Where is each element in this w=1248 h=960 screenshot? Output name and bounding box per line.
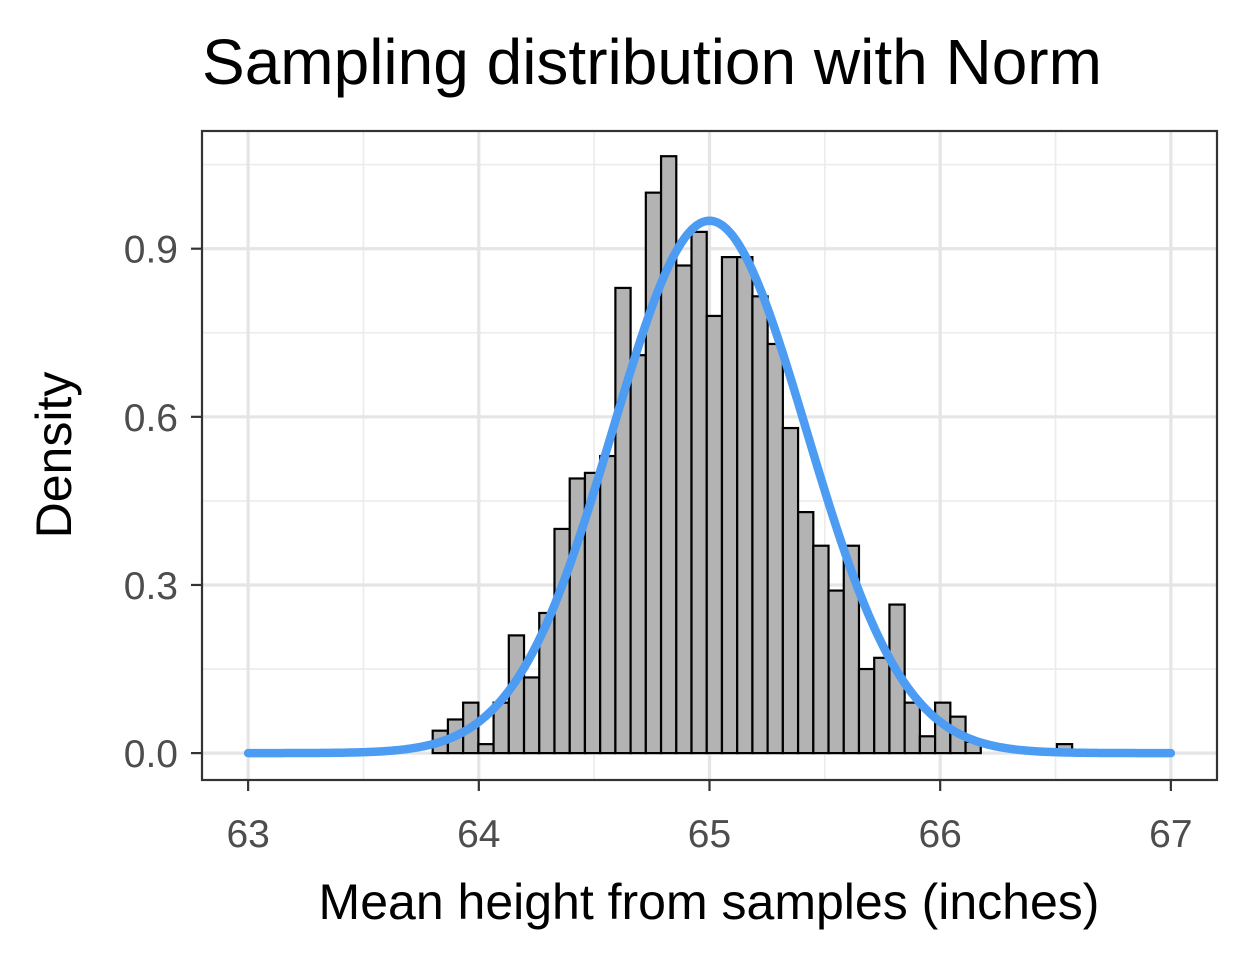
histogram-bar <box>614 286 632 755</box>
x-axis: 63 64 65 66 67 <box>226 780 1193 856</box>
histogram-bar <box>644 191 663 755</box>
normal-density-curve <box>243 216 1176 758</box>
y-axis-label: Density <box>26 372 82 539</box>
histogram-bar <box>903 701 921 755</box>
histogram-bar <box>629 354 647 755</box>
y-tick-label: 0.6 <box>124 397 178 440</box>
histogram-bar <box>599 454 617 755</box>
histogram-bar <box>812 544 830 755</box>
histogram-bar <box>781 426 800 755</box>
y-axis: 0.0 0.3 0.6 0.9 <box>124 229 202 776</box>
histogram-bar <box>918 735 937 755</box>
x-tick-label: 66 <box>918 813 961 856</box>
y-tick-label: 0.3 <box>124 565 178 608</box>
histogram-bar <box>720 256 739 755</box>
histogram-bar <box>675 264 693 755</box>
y-tick-label: 0.9 <box>124 229 178 272</box>
histogram-bar <box>827 589 845 755</box>
x-axis-label: Mean height from samples (inches) <box>319 874 1100 930</box>
histogram-bar <box>796 511 815 755</box>
histogram-bar <box>751 295 769 755</box>
histogram-bars <box>431 155 1074 755</box>
histogram-bar <box>705 314 724 755</box>
plot-panel <box>200 129 1219 782</box>
x-tick-label: 65 <box>688 813 731 856</box>
histogram-bar <box>477 743 495 755</box>
histogram-bar <box>690 230 708 755</box>
x-tick-label: 67 <box>1149 813 1192 856</box>
histogram-bar <box>659 155 678 755</box>
histogram-bar <box>766 342 784 755</box>
histogram-bar <box>522 676 541 755</box>
histogram-bar <box>842 544 861 755</box>
x-tick-label: 63 <box>226 813 269 856</box>
histogram-bar <box>857 667 876 755</box>
x-tick-label: 64 <box>457 813 500 856</box>
y-tick-label: 0.0 <box>124 733 178 776</box>
histogram-bar <box>873 656 891 755</box>
chart-title: Sampling distribution with Norm <box>202 26 1102 98</box>
histogram-bar <box>736 256 754 755</box>
